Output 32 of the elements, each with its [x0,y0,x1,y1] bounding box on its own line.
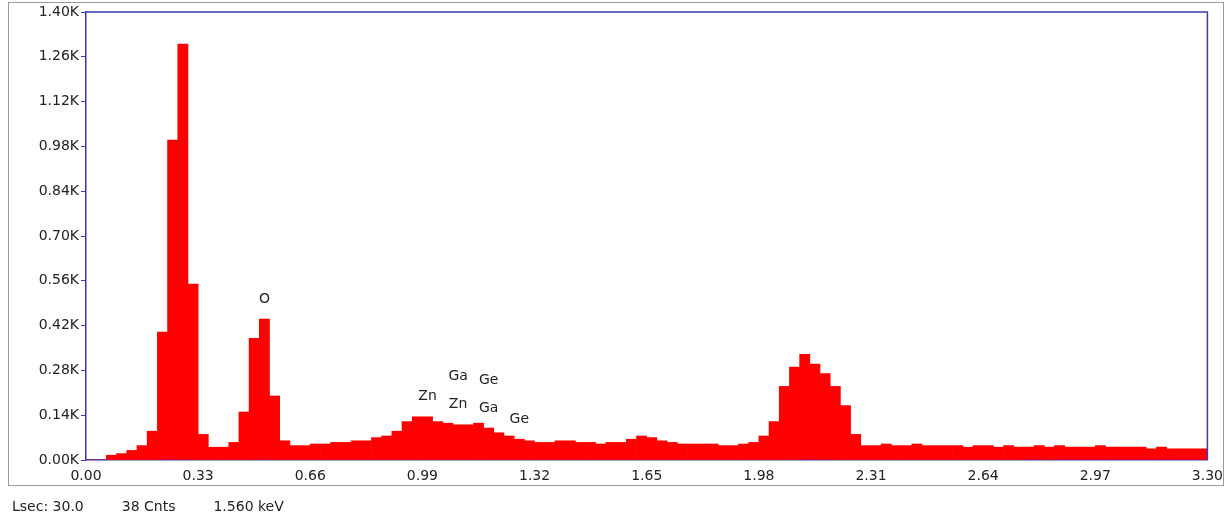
text: Lsec: 30.0 [12,498,84,514]
x-tick-label: 3.30 [1191,467,1223,484]
annotation: Zn [448,395,468,412]
x-tick-label: 1.65 [631,467,663,484]
y-tick-label: 0.00K [38,450,80,467]
y-tick-label: 0.84K [38,181,80,198]
annotation: Zn [418,387,437,404]
annotation: Ga [448,367,468,384]
text: 38 Cnts [121,498,176,514]
x-tick-label: 2.64 [967,467,999,484]
annotation: O [258,289,270,306]
x-tick-label: 1.32 [518,467,551,484]
y-tick-label: 0.70K [38,226,80,243]
x-tick-label: 0.99 [406,467,439,484]
annotation: Ge [478,370,499,387]
y-tick-label: 0.28K [38,361,80,378]
x-tick-label: 1.98 [743,467,775,484]
y-tick-label: 1.12K [38,92,80,109]
x-tick-label: 0.33 [182,467,214,484]
text: 1.560 keV [213,498,284,514]
x-tick-label: 0.66 [294,467,326,484]
x-tick-label: 2.31 [855,467,887,484]
y-tick-label: 0.42K [38,316,80,333]
y-tick-label: 0.14K [38,405,80,422]
y-tick-label: 1.40K [38,2,80,19]
x-tick-label: 2.97 [1079,467,1111,484]
y-tick-label: 1.26K [38,47,80,64]
y-tick-label: 0.56K [38,271,80,288]
x-tick-label: 0.00 [70,467,102,484]
annotation: Ge [509,409,530,426]
annotation: Ga [478,398,499,415]
y-tick-label: 0.98K [38,137,80,154]
